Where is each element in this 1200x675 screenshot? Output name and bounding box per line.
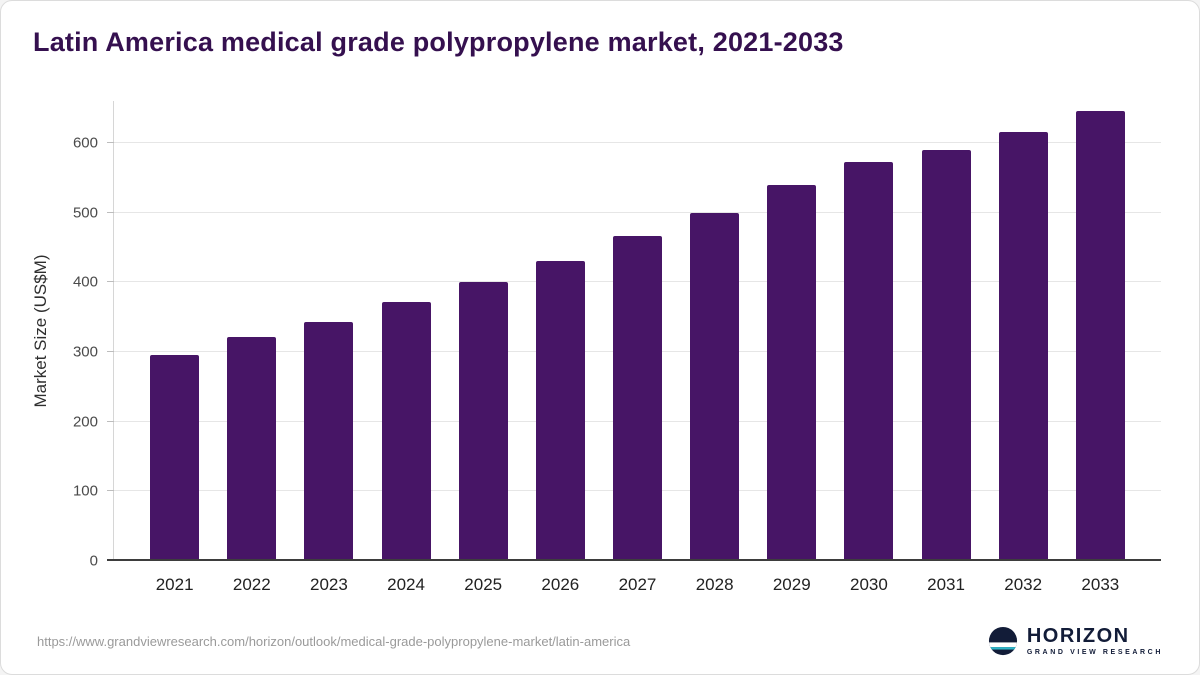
x-tick-label-2026: 2026 (541, 575, 580, 594)
y-axis-label: Market Size (US$M) (31, 254, 50, 408)
bar-column-2022: 2022 (227, 101, 277, 594)
x-tick-label-2033: 2033 (1081, 575, 1120, 594)
bars-container: 2021 2022 2023 2024 2025 2026 2027 2028 2029 2030… (114, 101, 1161, 594)
bar-2027 (612, 235, 662, 561)
horizon-logo-text: HORIZON GRAND VIEW RESEARCH (1027, 626, 1163, 656)
gridline (107, 141, 1161, 143)
x-tick-label-2029: 2029 (772, 575, 811, 594)
bar-column-2025: 2025 (458, 101, 508, 594)
y-tick-label: 200 (72, 413, 98, 431)
y-tick-label: 100 (72, 482, 98, 500)
x-tick-label-2030: 2030 (849, 575, 888, 594)
logo-subtext: GRAND VIEW RESEARCH (1026, 649, 1163, 656)
bar-column-2033: 2033 (1075, 101, 1125, 594)
bar-column-2031: 2031 (921, 101, 971, 594)
bar-2028 (690, 212, 740, 561)
bar-column-2028: 2028 (690, 101, 740, 594)
bar-column-2027: 2027 (612, 101, 662, 594)
x-tick-label-2021: 2021 (155, 575, 194, 594)
bar-chart: Market Size (US$M) 0 100 200 300 400 500 600 20… (31, 101, 1161, 594)
y-tick-label: 400 (72, 273, 98, 291)
x-tick-label-2031: 2031 (927, 575, 965, 594)
bar-2033 (1075, 111, 1125, 561)
y-tick-label: 600 (72, 134, 98, 152)
bar-2021 (150, 355, 200, 561)
bar-2025 (458, 282, 508, 561)
bar-column-2021: 2021 (150, 101, 200, 594)
plot-area: 0 100 200 300 400 500 600 2021 2022 2023 2024 2025 2… (73, 101, 1161, 594)
x-tick-label-2032: 2032 (1004, 575, 1043, 594)
x-tick-label-2028: 2028 (695, 575, 734, 594)
y-tick-label: 0 (89, 552, 98, 570)
x-tick-label-2025: 2025 (464, 575, 503, 594)
bar-2030 (844, 162, 894, 561)
x-tick-label-2024: 2024 (387, 575, 425, 594)
horizon-logo: HORIZON GRAND VIEW RESEARCH (988, 626, 1163, 656)
x-tick-label-2027: 2027 (618, 575, 657, 594)
x-tick-label-2023: 2023 (310, 575, 348, 594)
gridline (107, 211, 1161, 213)
bar-2024 (381, 301, 431, 561)
bar-2022 (227, 336, 277, 561)
y-tick-label: 500 (72, 204, 98, 222)
bar-column-2029: 2029 (767, 101, 817, 594)
horizon-logo-icon (988, 626, 1017, 656)
bar-2026 (535, 261, 585, 561)
bar-column-2024: 2024 (381, 101, 431, 594)
bar-column-2030: 2030 (844, 101, 894, 594)
logo-name: HORIZON (1026, 625, 1130, 647)
bar-column-2023: 2023 (304, 101, 354, 594)
bar-column-2026: 2026 (535, 101, 585, 594)
bar-2029 (767, 184, 817, 561)
footer: https://www.grandviewresearch.com/horizo… (1, 616, 1199, 674)
bar-2032 (998, 131, 1048, 561)
y-tick-label: 300 (72, 343, 98, 361)
bar-2023 (304, 321, 354, 561)
bar-2031 (921, 149, 971, 561)
x-tick-label-2022: 2022 (232, 575, 271, 594)
bar-column-2032: 2032 (998, 101, 1048, 594)
chart-title: Latin America medical grade polypropylen… (33, 27, 844, 57)
x-axis-line (107, 559, 1161, 561)
source-url-link[interactable]: https://www.grandviewresearch.com/horizo… (37, 633, 631, 649)
